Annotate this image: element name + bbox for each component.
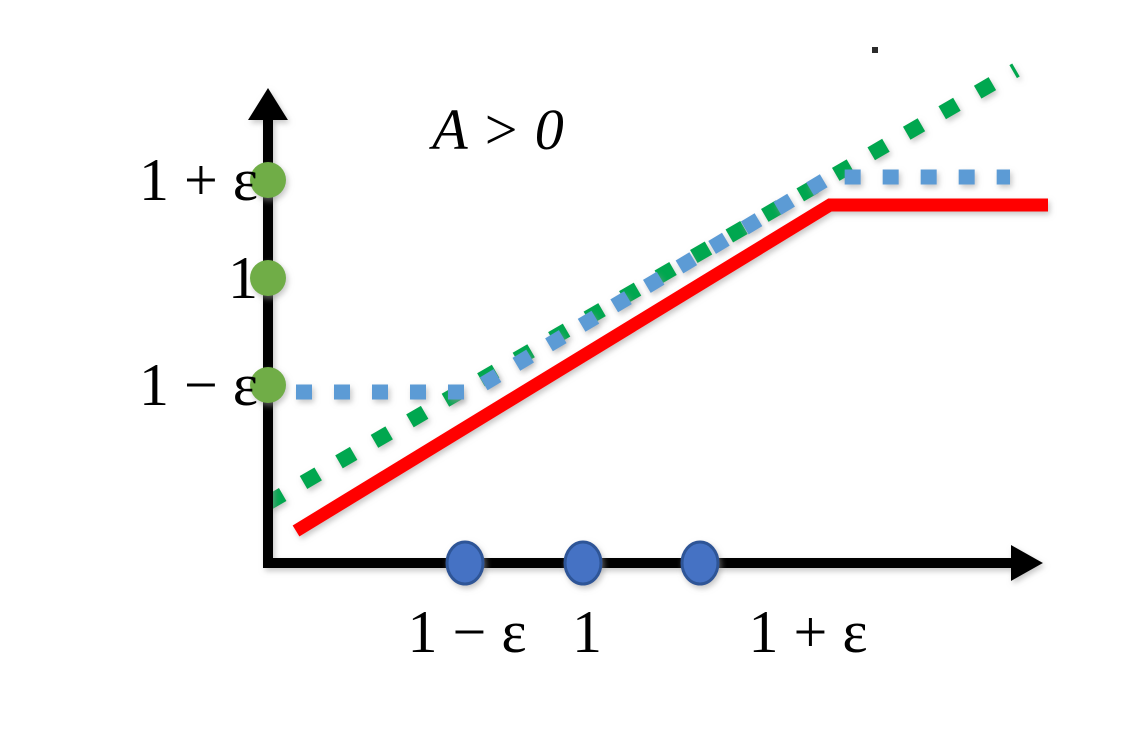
x-tick-label-1: 1 — [572, 599, 602, 665]
y-marker-1-minus-eps — [250, 367, 286, 403]
green-dotted-unclipped-line — [264, 63, 1020, 510]
y-marker-1 — [250, 260, 286, 296]
y-marker-1-plus-eps — [250, 162, 286, 198]
x-tick-label-1-plus-eps: 1 + ε — [748, 599, 868, 665]
speck-artifact — [872, 47, 878, 53]
vertical-axis-arrowhead — [248, 88, 288, 120]
x-marker-1 — [563, 540, 603, 586]
y-axis-markers — [250, 162, 286, 403]
horizontal-axis-arrowhead — [1011, 545, 1043, 581]
y-tick-label-1-plus-eps: 1 + ε — [138, 147, 258, 213]
x-marker-1-plus-eps — [680, 540, 720, 586]
x-marker-1-minus-eps — [445, 540, 485, 586]
annotation-a-greater-than-zero: A > 0 — [432, 97, 564, 162]
y-tick-label-1: 1 — [228, 245, 258, 311]
x-tick-label-1-minus-eps: 1 − ε — [407, 599, 527, 665]
x-axis-markers — [445, 540, 720, 586]
red-solid-clipped-ramp — [292, 198, 1048, 537]
blue-dotted-soft-threshold — [296, 169, 1010, 400]
y-tick-label-1-minus-eps: 1 − ε — [138, 352, 258, 418]
axes-group — [248, 88, 1043, 581]
